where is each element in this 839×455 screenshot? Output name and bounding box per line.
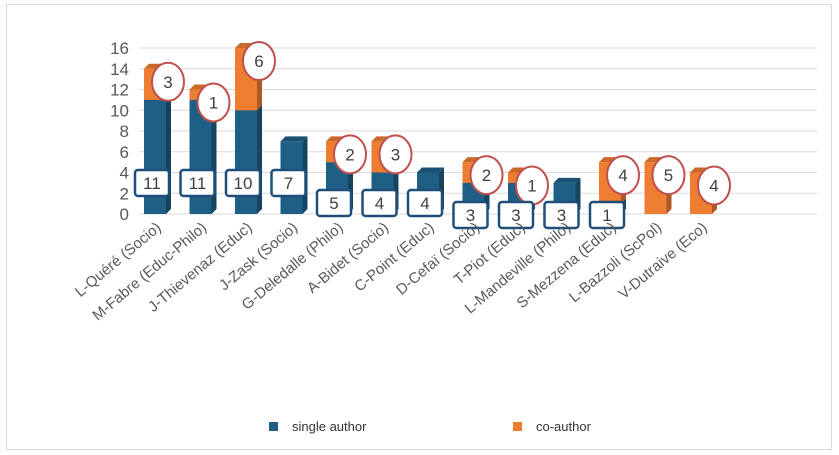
legend-label-co-author: co-author	[536, 419, 591, 434]
co-author-data-label: 2	[345, 145, 354, 164]
single-author-data-label: 10	[234, 174, 253, 193]
single-author-label-box	[179, 168, 216, 198]
co-author-label-bubble	[242, 41, 276, 81]
legend-swatch-co-author	[513, 422, 522, 431]
single-author-label-box	[452, 200, 489, 230]
y-tick-label: 14	[110, 60, 129, 79]
co-author-label-bubble	[697, 165, 731, 206]
co-author-label-bubble	[378, 134, 413, 175]
single-author-data-label: 5	[329, 194, 338, 213]
co-author-label-bubble	[333, 134, 367, 175]
single-author-data-label: 4	[375, 194, 384, 213]
single-author-data-label: 3	[511, 206, 520, 225]
y-tick-label: 8	[120, 122, 129, 141]
co-author-data-label: 6	[254, 52, 263, 71]
bar-single-author	[235, 110, 257, 214]
chart-frame: 0 2 4 6 8 10 12 14 16 3 11 L-Quéré (Socio) 1 11 M-Fabr…	[6, 4, 832, 450]
co-author-label-bubble	[151, 61, 185, 102]
single-author-label-box	[270, 168, 307, 198]
co-author-label-bubble	[196, 82, 231, 123]
single-author-label-box	[133, 168, 171, 198]
single-author-data-label: 3	[466, 206, 475, 225]
single-author-label-box	[224, 168, 262, 198]
single-author-label-box	[406, 188, 444, 218]
co-author-data-label: 3	[391, 145, 400, 164]
co-author-data-label: 2	[482, 166, 491, 185]
single-author-label-box	[315, 188, 353, 218]
co-author-data-label: 1	[209, 94, 218, 113]
y-tick-label: 16	[110, 39, 129, 58]
co-author-data-label: 5	[664, 166, 673, 185]
single-author-label-box	[588, 200, 626, 230]
legend-single-author: single author	[269, 419, 366, 434]
single-author-label-box	[361, 188, 398, 218]
y-tick-label: 0	[120, 205, 129, 224]
co-author-data-label: 4	[618, 166, 627, 185]
single-author-data-label: 4	[420, 194, 429, 213]
y-tick-label: 6	[120, 143, 129, 162]
single-author-label-box	[497, 200, 535, 230]
co-author-label-bubble	[651, 155, 686, 196]
bar-single-author-side	[257, 105, 262, 214]
single-author-data-label: 7	[284, 174, 293, 193]
y-tick-label: 12	[110, 81, 129, 100]
legend-label-single-author: single author	[292, 419, 367, 434]
single-author-data-label: 1	[602, 206, 611, 225]
co-author-data-label: 3	[163, 73, 172, 92]
bar-single-author-top	[280, 136, 308, 142]
co-author-label-bubble	[606, 155, 640, 196]
y-tick-label: 10	[110, 101, 129, 120]
single-author-data-label: 11	[189, 174, 207, 193]
legend-co-author: co-author	[513, 419, 591, 434]
co-author-data-label: 4	[709, 177, 718, 196]
co-author-label-bubble	[469, 155, 504, 196]
y-tick-label: 4	[120, 164, 129, 183]
co-author-data-label: 1	[527, 177, 536, 196]
single-author-data-label: 11	[143, 174, 161, 193]
single-author-data-label: 3	[557, 206, 566, 225]
bar-single-author-top	[553, 177, 581, 183]
legend-swatch-single-author	[269, 422, 278, 431]
bar-single-author-top	[417, 167, 444, 173]
y-tick-label: 2	[120, 184, 129, 203]
single-author-label-box	[543, 200, 580, 230]
